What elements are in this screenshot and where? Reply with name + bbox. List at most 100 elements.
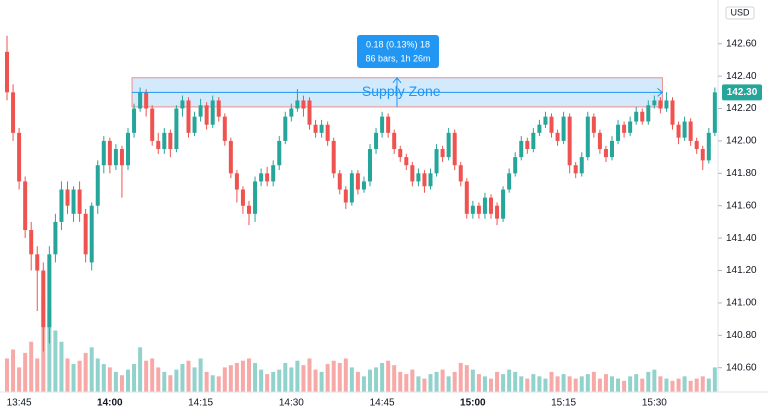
volume-bar <box>95 358 100 392</box>
volume-bar <box>585 374 590 392</box>
candle-body <box>174 108 179 150</box>
candle-body <box>35 254 40 271</box>
volume-bar <box>652 369 657 392</box>
candle-body <box>446 132 451 158</box>
volume-bar <box>216 376 221 392</box>
candle-body <box>646 105 651 122</box>
volume-bar <box>628 376 633 392</box>
candle-body <box>555 132 560 141</box>
volume-bar <box>398 371 403 392</box>
volume-bar <box>622 380 627 392</box>
volume-bar <box>174 369 179 392</box>
candle-body <box>343 189 348 203</box>
candle-layer <box>5 35 717 352</box>
volume-bar <box>712 367 717 392</box>
candle-body <box>434 149 439 174</box>
volume-bar <box>440 369 445 392</box>
candle-body <box>464 181 469 214</box>
x-tick-label: 14:45 <box>370 398 395 409</box>
y-tick-label: 142.60 <box>726 38 757 49</box>
candle-body <box>567 116 572 166</box>
volume-bar <box>295 360 300 392</box>
candle-body <box>501 189 506 219</box>
currency-button[interactable] <box>725 6 755 20</box>
volume-bar <box>101 364 106 392</box>
volume-bar <box>549 371 554 392</box>
volume-bar <box>17 367 22 392</box>
y-tick-label: 141.20 <box>726 265 757 276</box>
volume-bar <box>277 369 282 392</box>
volume-bar <box>428 374 433 392</box>
volume-bar <box>77 360 82 392</box>
volume-bar <box>83 352 88 392</box>
x-tick-label: 15:15 <box>551 398 576 409</box>
candle-body <box>591 116 596 133</box>
x-tick-label: 13:45 <box>7 398 32 409</box>
volume-bar <box>47 308 52 392</box>
candle-body <box>277 140 282 166</box>
candle-body <box>71 189 76 214</box>
volume-bar <box>567 376 572 392</box>
candle-body <box>180 100 185 109</box>
candle-body <box>537 124 542 133</box>
volume-bar <box>283 362 288 392</box>
volume-bar <box>119 375 124 392</box>
candle-body <box>17 132 22 182</box>
candle-body <box>53 221 58 255</box>
volume-bar <box>71 364 76 392</box>
currency-label[interactable]: USD <box>730 7 750 17</box>
candle-body <box>101 140 106 166</box>
candle-body <box>126 132 130 166</box>
volume-bar <box>646 371 651 392</box>
candle-body <box>398 149 403 158</box>
volume-bar <box>591 371 596 392</box>
candle-body <box>622 124 627 133</box>
y-tick-label: 142.40 <box>726 71 757 82</box>
volume-bar <box>11 349 16 392</box>
volume-bar <box>29 341 34 392</box>
volume-bar <box>361 376 366 392</box>
candle-body <box>337 173 342 190</box>
candle-body <box>513 157 518 174</box>
volume-bar <box>670 380 675 392</box>
volume-bar <box>168 375 173 392</box>
volume-bar <box>138 347 143 392</box>
measure-line2: 86 bars, 1h 26m <box>365 53 430 63</box>
volume-bar <box>458 362 463 392</box>
candle-body <box>676 124 681 138</box>
volume-bar <box>156 367 161 392</box>
volume-bar <box>319 371 324 392</box>
volume-bar <box>198 358 203 392</box>
candle-body <box>204 105 209 125</box>
candle-body <box>652 100 657 106</box>
volume-bar <box>495 371 500 392</box>
candle-body <box>640 111 645 122</box>
candle-body <box>41 270 46 328</box>
volume-bar <box>162 371 167 392</box>
volume-bar <box>682 376 687 392</box>
volume-bar <box>489 378 493 392</box>
volume-bar <box>519 376 524 392</box>
candle-body <box>150 108 155 141</box>
measure-line1: 0.18 (0.13%) 18 <box>366 39 430 49</box>
volume-bar <box>531 374 536 392</box>
candle-body <box>119 149 124 166</box>
candle-body <box>228 140 233 174</box>
candle-body <box>89 205 94 263</box>
volume-bar <box>192 367 197 392</box>
volume-bar <box>186 360 191 392</box>
volume-bar <box>525 378 530 392</box>
volume-bar <box>89 347 94 392</box>
volume-bar <box>253 362 258 392</box>
candle-body <box>295 100 300 109</box>
candle-body <box>162 132 167 150</box>
candle-body <box>132 108 137 133</box>
candle-body <box>507 173 512 190</box>
candle-body <box>549 116 554 133</box>
x-tick-label: 14:30 <box>279 398 304 409</box>
candle-body <box>156 140 161 150</box>
x-tick-label: 15:30 <box>642 398 667 409</box>
candle-body <box>428 173 433 187</box>
